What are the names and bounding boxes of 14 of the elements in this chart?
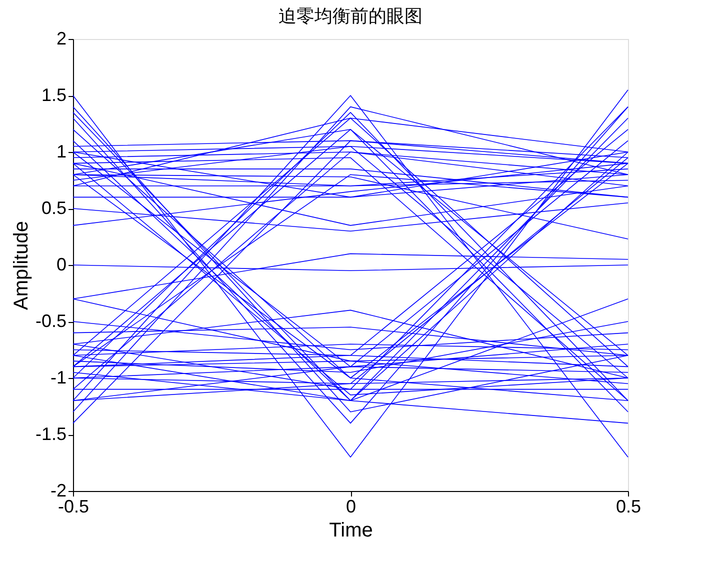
y-tick-label: 1.5 [41,85,66,105]
chart-title: 迫零均衡前的眼图 [278,6,422,26]
y-tick-label: -0.5 [35,311,66,331]
y-tick-label: 0 [56,254,66,274]
x-axis-title: Time [329,520,373,542]
y-axis-title: Amplitude [10,221,32,310]
x-tick-label: 0.5 [616,496,642,516]
y-tick-label: -1 [50,368,66,388]
y-tick-label: 2 [56,28,66,48]
y-tick-label: -1.5 [35,424,66,444]
x-tick-label: 0 [346,496,356,516]
y-tick-label: 0.5 [41,198,66,218]
y-tick-label: -2 [50,480,66,500]
y-tick-label: 1 [56,142,66,162]
